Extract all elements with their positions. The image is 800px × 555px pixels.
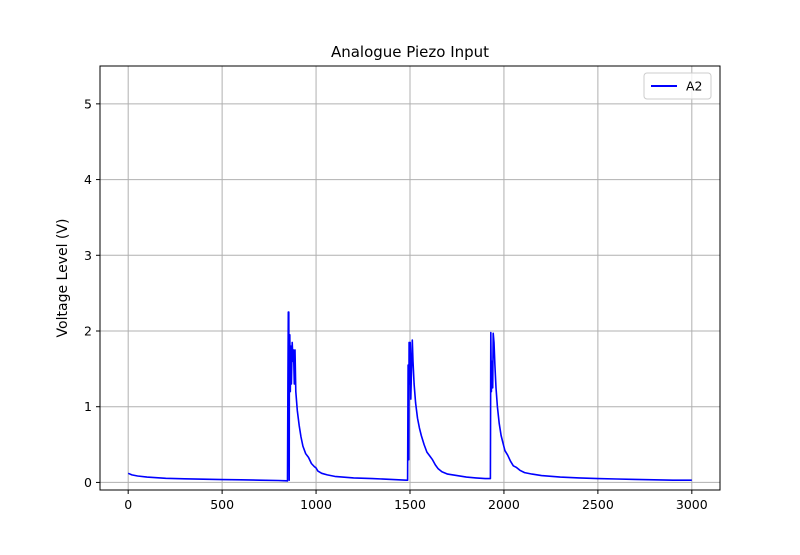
series-layer bbox=[127, 311, 692, 482]
grid-layer bbox=[100, 66, 720, 490]
x-tick-label: 2000 bbox=[488, 497, 520, 512]
legend-box bbox=[643, 72, 712, 100]
chart-title: Analogue Piezo Input bbox=[331, 43, 489, 61]
y-tick-label: 1 bbox=[84, 399, 92, 414]
y-axis-label: Voltage Level (V) bbox=[55, 219, 71, 338]
legend: A2 bbox=[643, 72, 712, 100]
x-tick-label: 3000 bbox=[676, 497, 708, 512]
y-tick-label: 2 bbox=[84, 324, 92, 339]
x-tick-label: 1500 bbox=[394, 497, 426, 512]
x-tick-label: 1000 bbox=[300, 497, 332, 512]
tick-layer: 0 500 1000 1500 2000 2500 3000 0 1 2 3 4 5 bbox=[84, 96, 708, 512]
y-tick-label: 0 bbox=[84, 475, 92, 490]
x-tick-label: 2500 bbox=[582, 497, 614, 512]
legend-label-a2: A2 bbox=[686, 79, 703, 94]
series-line-a2 bbox=[127, 311, 692, 482]
y-tick-label: 4 bbox=[84, 172, 92, 187]
y-tick-label: 3 bbox=[84, 248, 92, 263]
x-tick-label: 0 bbox=[124, 497, 132, 512]
x-tick-label: 500 bbox=[210, 497, 234, 512]
y-tick-label: 5 bbox=[84, 96, 92, 111]
